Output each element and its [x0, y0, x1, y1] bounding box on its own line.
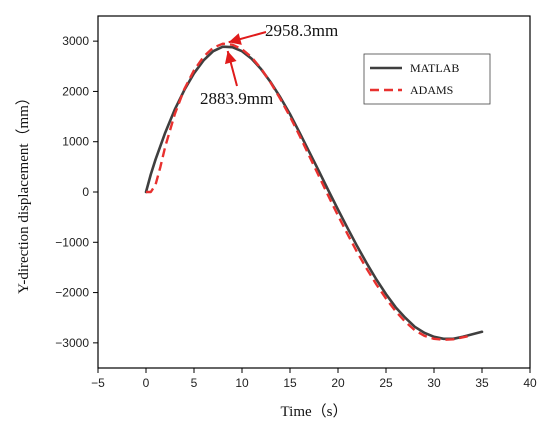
x-tick-label: 20 — [331, 376, 345, 390]
x-tick-label: 25 — [379, 376, 393, 390]
annotation-adams-peak: 2958.3mm — [265, 21, 338, 40]
y-tick-label: −3000 — [55, 336, 89, 350]
axis-ticks: −5 0 5 10 15 20 25 30 35 40 −3000 −2000 −1000 0 1000 20… — [55, 34, 537, 390]
arrow-matlab-peak — [224, 50, 238, 87]
y-tick-label: −1000 — [55, 235, 89, 249]
arrow-adams-peak — [228, 31, 267, 45]
x-tick-label: −5 — [91, 376, 105, 390]
y-tick-label: 2000 — [62, 84, 89, 98]
x-tick-label: 0 — [143, 376, 150, 390]
legend-label-matlab: MATLAB — [410, 61, 459, 75]
annotations: 2958.3mm 2883.9mm — [200, 21, 338, 108]
x-tick-label: 10 — [235, 376, 249, 390]
series-line-matlab — [144, 45, 484, 341]
series-layer — [144, 42, 484, 341]
x-tick-label: 40 — [523, 376, 537, 390]
x-axis-title: Time（s） — [281, 403, 348, 420]
y-tick-label: 1000 — [62, 135, 89, 149]
x-tick-label: 15 — [283, 376, 297, 390]
series-line-adams — [146, 42, 468, 341]
y-tick-label: 3000 — [62, 34, 89, 48]
y-axis-title: Y-direction displacement（mm） — [15, 90, 32, 294]
legend-box — [363, 53, 491, 105]
x-tick-label: 35 — [475, 376, 489, 390]
y-tick-label: −2000 — [55, 286, 89, 300]
y-tick-label: 0 — [82, 185, 89, 199]
x-tick-label: 30 — [427, 376, 441, 390]
legend: MATLAB ADAMS — [363, 53, 491, 105]
x-tick-label: 5 — [191, 376, 198, 390]
legend-label-adams: ADAMS — [410, 83, 453, 97]
annotation-matlab-peak: 2883.9mm — [200, 89, 273, 108]
